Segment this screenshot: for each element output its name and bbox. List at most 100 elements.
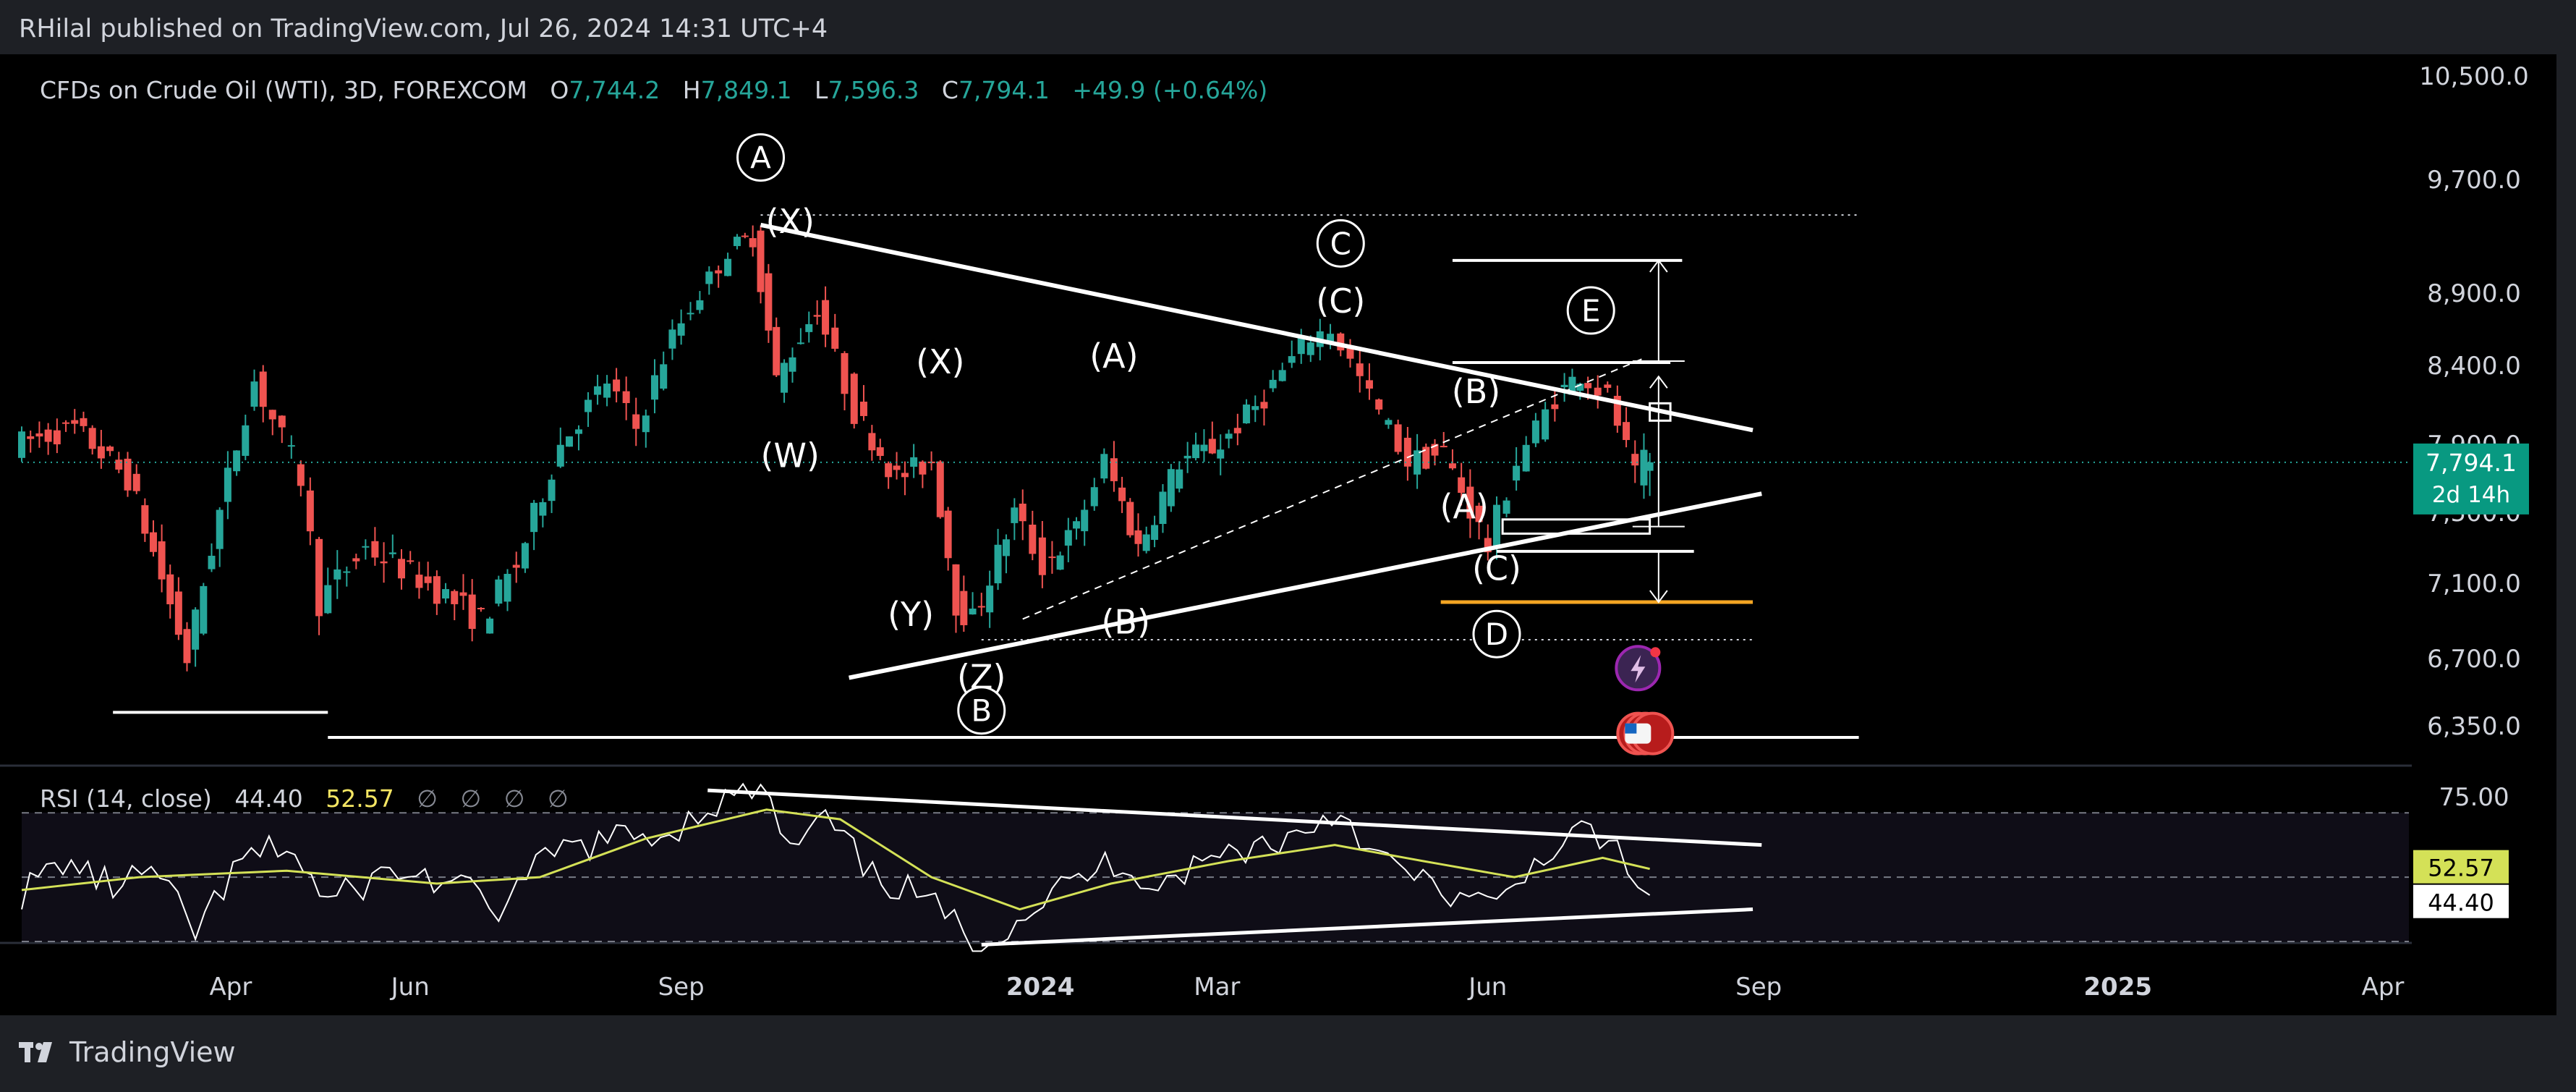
rsi-trendline[interactable] xyxy=(707,788,1762,847)
candle-body[interactable] xyxy=(1064,530,1072,546)
candle-body[interactable] xyxy=(35,433,43,437)
candle-body[interactable] xyxy=(1431,444,1439,456)
candle-body[interactable] xyxy=(724,258,732,276)
candle-body[interactable] xyxy=(200,585,208,634)
candle-body[interactable] xyxy=(158,541,166,580)
candle-body[interactable] xyxy=(459,592,467,596)
candle-body[interactable] xyxy=(548,479,556,501)
candle-body[interactable] xyxy=(1327,334,1335,343)
candle-body[interactable] xyxy=(632,414,640,429)
last-price-badge[interactable] xyxy=(2413,443,2529,515)
candle-body[interactable] xyxy=(556,444,564,467)
candle-body[interactable] xyxy=(668,329,676,349)
candle-body[interactable] xyxy=(486,618,494,634)
candle-body[interactable] xyxy=(986,585,994,613)
candle-body[interactable] xyxy=(651,375,659,400)
candle-body[interactable] xyxy=(521,543,529,569)
wave-label[interactable]: (X) xyxy=(916,342,964,381)
candle-body[interactable] xyxy=(1260,402,1268,409)
candle-body[interactable] xyxy=(796,342,804,344)
candle-body[interactable] xyxy=(539,502,547,516)
trendline[interactable] xyxy=(849,491,1762,680)
price-box[interactable] xyxy=(1649,402,1672,422)
candle-body[interactable] xyxy=(1183,455,1191,459)
wave-label[interactable]: (Y) xyxy=(888,595,934,634)
candle-body[interactable] xyxy=(893,465,901,470)
candle-body[interactable] xyxy=(1056,555,1064,570)
candle-body[interactable] xyxy=(362,546,370,548)
candle-body[interactable] xyxy=(1576,384,1584,391)
candle-body[interactable] xyxy=(149,532,157,552)
candle-body[interactable] xyxy=(715,270,723,274)
symbol-title[interactable]: CFDs on Crude Oil (WTI), 3D, FOREXCOM xyxy=(40,76,527,104)
candle-body[interactable] xyxy=(1159,491,1167,525)
trendline[interactable] xyxy=(760,222,1754,433)
candle-body[interactable] xyxy=(183,629,191,664)
candle-body[interactable] xyxy=(1288,356,1296,363)
candle-body[interactable] xyxy=(1560,384,1568,388)
candle-body[interactable] xyxy=(960,591,968,625)
wave-label[interactable]: D xyxy=(1485,617,1508,652)
candle-body[interactable] xyxy=(859,402,867,416)
brand-footer[interactable]: TradingView xyxy=(19,1036,236,1068)
candle-body[interactable] xyxy=(575,429,583,434)
candle-body[interactable] xyxy=(1646,462,1654,471)
candle-body[interactable] xyxy=(132,473,140,491)
candle-body[interactable] xyxy=(1167,469,1175,507)
candle-body[interactable] xyxy=(1225,433,1233,439)
candle-body[interactable] xyxy=(1346,347,1354,359)
wave-label[interactable]: (B) xyxy=(1452,372,1500,411)
candle-body[interactable] xyxy=(705,271,713,284)
wave-label[interactable]: E xyxy=(1581,293,1601,329)
candle-body[interactable] xyxy=(1365,380,1373,389)
candle-body[interactable] xyxy=(831,327,839,349)
candle-body[interactable] xyxy=(1623,422,1631,441)
wave-label[interactable]: C xyxy=(1330,226,1351,261)
candle-body[interactable] xyxy=(468,594,476,630)
candle-body[interactable] xyxy=(1594,387,1602,396)
candle-body[interactable] xyxy=(765,273,773,331)
candle-body[interactable] xyxy=(1584,383,1592,389)
candle-body[interactable] xyxy=(585,399,592,412)
candle-body[interactable] xyxy=(97,446,105,459)
candle-body[interactable] xyxy=(1542,409,1550,440)
candle-body[interactable] xyxy=(788,357,796,372)
candle-body[interactable] xyxy=(451,591,459,604)
candle-body[interactable] xyxy=(233,450,241,472)
candle-body[interactable] xyxy=(352,558,360,562)
candle-body[interactable] xyxy=(278,415,286,428)
candle-body[interactable] xyxy=(944,510,952,559)
candle-body[interactable] xyxy=(841,352,849,394)
wave-label[interactable]: B xyxy=(971,693,992,729)
candle-body[interactable] xyxy=(503,574,511,602)
candle-body[interactable] xyxy=(1176,469,1183,489)
candle-body[interactable] xyxy=(677,323,685,336)
candle-body[interactable] xyxy=(268,410,276,420)
candle-body[interactable] xyxy=(324,585,332,614)
candle-body[interactable] xyxy=(80,418,88,426)
candle-body[interactable] xyxy=(106,446,114,452)
candle-body[interactable] xyxy=(1568,376,1576,395)
candle-body[interactable] xyxy=(407,560,415,562)
candle-body[interactable] xyxy=(1081,509,1089,532)
candle-body[interactable] xyxy=(696,300,704,310)
wave-label[interactable]: A xyxy=(750,140,771,176)
candle-body[interactable] xyxy=(1118,487,1126,501)
candle-body[interactable] xyxy=(1613,395,1621,426)
candle-body[interactable] xyxy=(969,609,977,615)
candle-body[interactable] xyxy=(424,576,432,583)
candle-body[interactable] xyxy=(660,364,668,389)
candle-body[interactable] xyxy=(287,445,295,447)
candle-body[interactable] xyxy=(805,323,813,332)
candle-body[interactable] xyxy=(192,609,200,650)
candle-body[interactable] xyxy=(901,473,909,478)
candle-body[interactable] xyxy=(1604,384,1612,388)
candle-body[interactable] xyxy=(850,373,858,424)
candle-body[interactable] xyxy=(1100,454,1108,479)
candle-body[interactable] xyxy=(1522,444,1530,472)
candle-body[interactable] xyxy=(1466,486,1474,519)
candle-body[interactable] xyxy=(1337,333,1345,351)
candle-body[interactable] xyxy=(1475,505,1483,522)
rsi-ma-line[interactable] xyxy=(21,808,1650,911)
